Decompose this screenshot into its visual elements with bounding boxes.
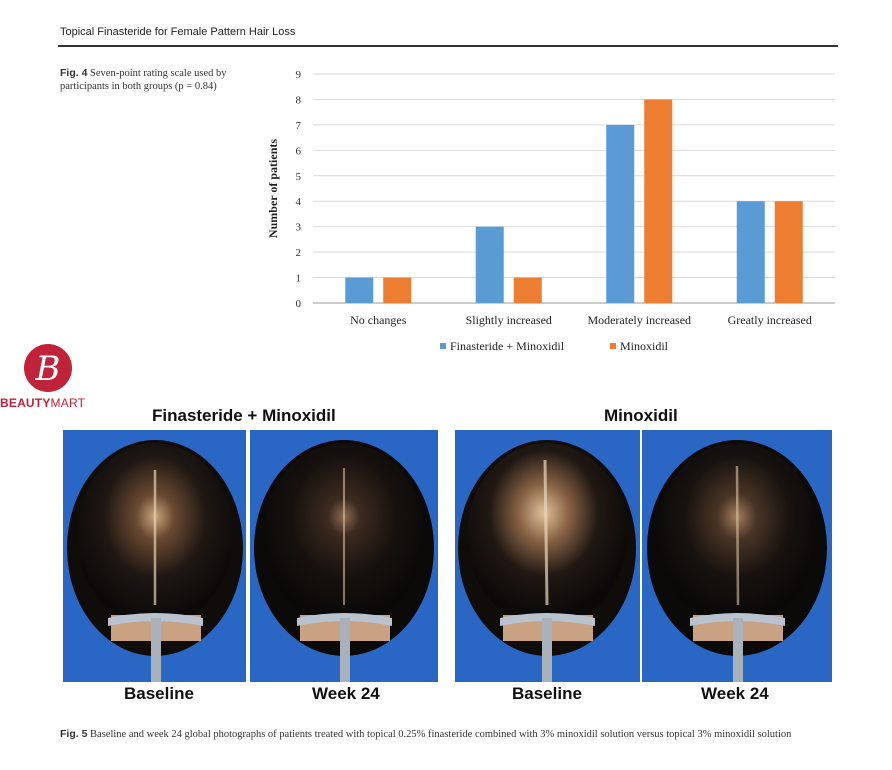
photo-combo-baseline [63,430,246,682]
bar-combo [345,277,374,303]
y-tick-label: 2 [296,247,302,259]
legend-label: Finasteride + Minoxidil [450,339,565,353]
fig5-caption-text: Baseline and week 24 global photographs … [90,729,792,740]
y-tick-label: 7 [296,120,302,132]
header-rule [58,45,838,47]
logo-text-bold: BEAUTY [0,396,51,410]
x-category-label: Greatly increased [728,313,812,327]
bar-combo [606,124,635,303]
bar-minoxidil [774,201,803,303]
x-category-label: Slightly increased [466,313,552,327]
photo-combo-week24 [250,430,438,682]
fig4-label: Fig. 4 [60,67,88,79]
x-category-label: No changes [350,313,407,327]
y-tick-label: 3 [296,222,302,234]
y-tick-label: 9 [296,69,302,81]
bar-minoxidil [383,277,412,303]
bar-minoxidil [513,277,542,303]
bar-combo [736,201,765,303]
legend-label: Minoxidil [620,339,669,353]
photo-minoxidil-baseline [455,430,640,682]
bar-combo [475,226,504,303]
fig4-bar-chart: 0 1 2 3 4 5 6 7 8 9 Number of patients No changes Sl… [266,69,835,353]
legend-swatch [440,343,446,349]
legend-swatch [610,343,616,349]
fig4-caption: Fig. 4 Seven-point rating scale used by … [60,67,240,93]
y-tick-label: 1 [296,273,302,285]
photo-label-minoxidil-week24: Week 24 [701,684,769,703]
y-tick-label: 5 [296,171,302,183]
running-head: Topical Finasteride for Female Pattern H… [60,26,296,38]
y-tick-label: 6 [296,145,302,157]
fig5-caption: Fig. 5 Baseline and week 24 global photo… [60,727,840,742]
y-axis-title: Number of patients [266,139,280,238]
svg-text:B: B [35,349,61,389]
fig4-caption-text: Seven-point rating scale used by partici… [60,68,227,92]
y-tick-label: 8 [296,94,302,106]
group-title-minoxidil: Minoxidil [604,406,678,425]
logo-wordmark: BEAUTYMART [0,396,85,410]
beautymart-logo-icon: B [24,344,72,392]
bar-minoxidil [644,99,673,303]
photo-label-combo-baseline: Baseline [124,684,194,703]
y-tick-label: 4 [296,196,302,208]
x-category-label: Moderately increased [587,313,691,327]
fig5-label: Fig. 5 [60,728,88,740]
photo-label-combo-week24: Week 24 [312,684,380,703]
group-title-combo: Finasteride + Minoxidil [152,406,336,425]
photo-label-minoxidil-baseline: Baseline [512,684,582,703]
photo-minoxidil-week24 [642,430,832,682]
y-tick-label: 0 [296,298,302,310]
logo-text-light: MART [50,396,86,410]
